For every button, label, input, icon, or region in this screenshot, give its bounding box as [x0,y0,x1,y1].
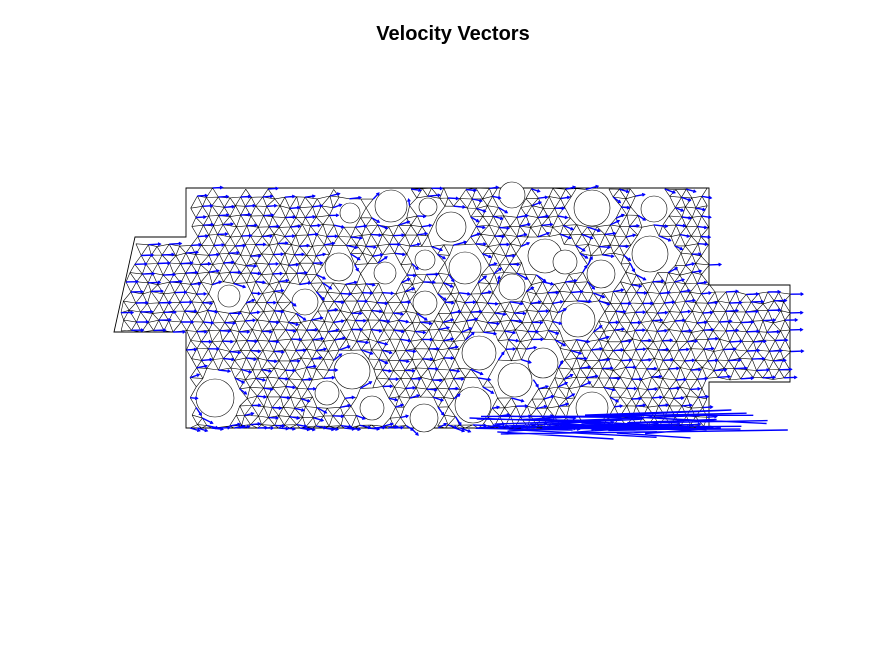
hole-16 [498,273,526,301]
hole-1 [339,202,361,224]
hole-5 [498,181,526,209]
hole-27 [461,335,497,371]
figure-title: Velocity Vectors [376,23,529,45]
hole-15 [448,251,482,285]
hole-17 [560,302,596,338]
hole-29 [527,347,559,379]
hole-28 [497,362,533,398]
hole-13 [373,261,397,285]
hole-23 [359,395,385,421]
hole-9 [552,249,578,275]
velocity-vector-heads [130,184,805,436]
hole-10 [586,259,616,289]
hole-26 [454,386,492,424]
hole-3 [418,197,438,217]
hole-18 [217,284,241,308]
hole-25 [409,403,439,433]
hole-4 [435,211,467,243]
hole-7 [640,195,668,223]
hole-20 [412,290,438,316]
hole-6 [573,189,611,227]
velocity-vector-shafts [120,185,804,440]
velocity-vector-layer [120,184,805,440]
hole-19 [291,288,319,316]
hole-24 [195,378,235,418]
hole-21 [333,352,371,390]
hole-2 [374,189,408,223]
hole-11 [631,235,669,273]
holes-layer [195,181,669,433]
hole-14 [414,249,436,271]
hole-12 [324,252,354,282]
hole-22 [314,380,340,406]
